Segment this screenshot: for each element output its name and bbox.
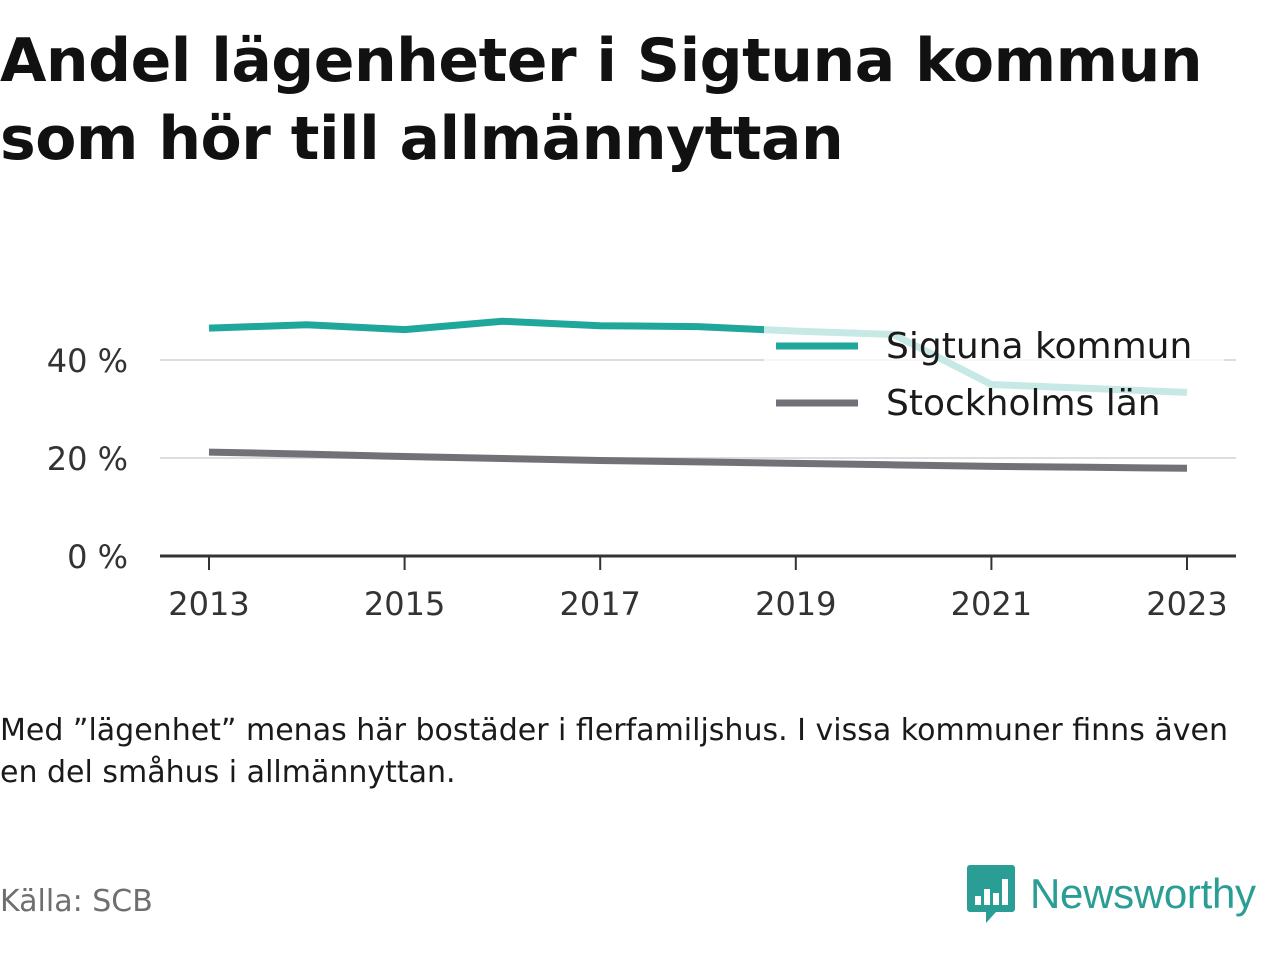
x-tick-label: 2013 [168,585,249,623]
chart-note: Med ”lägenhet” menas här bostäder i fler… [0,713,1228,790]
line-chart: 0 % 20 % 40 % 2013 2015 2017 2019 2021 2023 Sig… [47,317,1236,623]
x-tick-label: 2019 [755,585,836,623]
y-axis: 0 % 20 % 40 % [47,342,128,576]
brand-logo: Newsworthy [966,862,1256,926]
y-tick-label: 20 % [47,440,128,478]
x-axis: 2013 2015 2017 2019 2021 2023 [160,554,1236,623]
chart-title: Andel lägenheter i Sigtuna kommun som hö… [0,26,1203,174]
legend-label: Stockholms län [886,383,1161,424]
series-line-1 [208,448,1188,472]
x-tick-label: 2023 [1146,585,1227,623]
source-label: Källa: SCB [0,884,153,919]
y-tick-label: 40 % [47,342,128,380]
legend-label: Sigtuna kommun [886,326,1192,367]
newsworthy-logo-icon [967,865,1015,923]
x-tick-label: 2017 [559,585,640,623]
legend: Sigtuna kommun Stockholms län [764,318,1224,430]
y-tick-label: 0 % [67,538,128,576]
brand-name: Newsworthy [1030,870,1256,917]
x-tick-label: 2021 [951,585,1032,623]
x-tick-label: 2015 [364,585,445,623]
legend-background [764,318,1224,430]
